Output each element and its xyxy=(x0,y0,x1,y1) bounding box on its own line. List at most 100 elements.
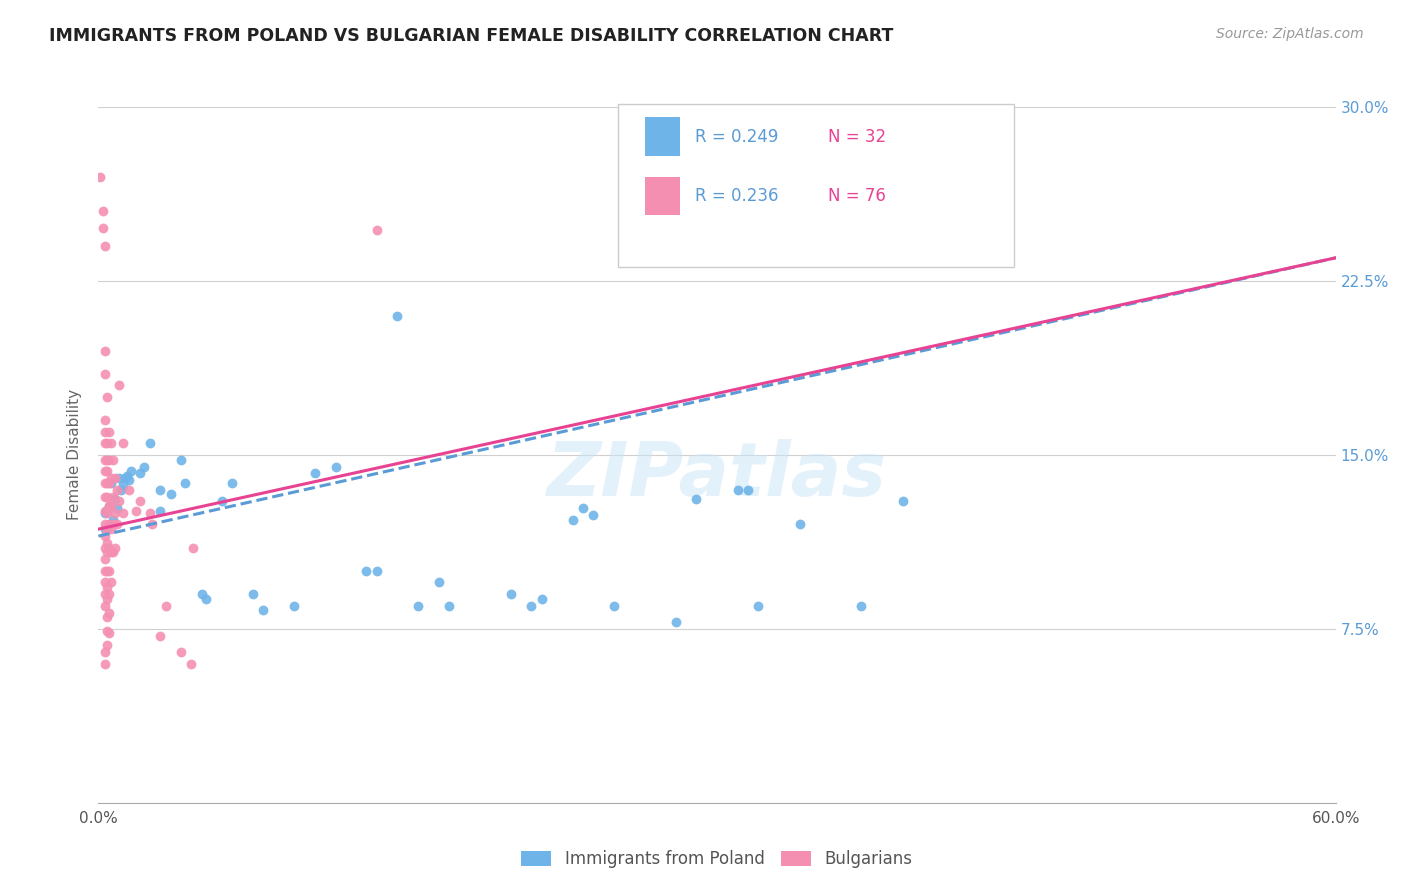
Point xyxy=(93,452,115,467)
Point xyxy=(105,501,128,516)
Point xyxy=(93,587,115,601)
Point xyxy=(101,545,124,559)
Point xyxy=(727,483,749,497)
Point xyxy=(100,575,122,590)
Point xyxy=(97,626,120,640)
Point xyxy=(139,436,162,450)
Point xyxy=(242,587,264,601)
Point xyxy=(100,436,122,450)
Point xyxy=(128,494,150,508)
Text: N = 76: N = 76 xyxy=(828,186,886,205)
Point xyxy=(93,599,115,613)
Point xyxy=(97,499,120,513)
Point xyxy=(96,536,118,550)
Point xyxy=(96,490,118,504)
Point xyxy=(190,587,212,601)
Point xyxy=(520,599,543,613)
Point xyxy=(93,529,115,543)
Point xyxy=(101,513,124,527)
Point xyxy=(665,615,688,629)
Point xyxy=(170,645,193,659)
Text: ZIPatlas: ZIPatlas xyxy=(547,439,887,512)
Point xyxy=(170,452,193,467)
Point xyxy=(96,638,118,652)
Point xyxy=(603,599,626,613)
Text: R = 0.249: R = 0.249 xyxy=(695,128,778,145)
Point xyxy=(572,501,595,516)
Point xyxy=(96,580,118,594)
Point xyxy=(737,483,759,497)
Point xyxy=(132,459,155,474)
Point xyxy=(96,464,118,478)
Point xyxy=(118,483,141,497)
Y-axis label: Female Disability: Female Disability xyxy=(67,389,83,521)
Point xyxy=(561,513,583,527)
Text: N = 32: N = 32 xyxy=(828,128,887,145)
Point xyxy=(96,475,118,490)
Point xyxy=(93,517,115,532)
Point xyxy=(91,204,114,219)
Point xyxy=(96,591,118,606)
Point xyxy=(530,591,553,606)
Point xyxy=(96,610,118,624)
Point xyxy=(117,468,139,483)
Point xyxy=(252,603,274,617)
Bar xyxy=(645,118,681,156)
Bar xyxy=(645,177,681,215)
Legend: Immigrants from Poland, Bulgarians: Immigrants from Poland, Bulgarians xyxy=(515,843,920,874)
Point xyxy=(93,645,115,659)
Point xyxy=(93,475,115,490)
Point xyxy=(105,483,128,497)
Point xyxy=(101,490,124,504)
Point xyxy=(100,471,122,485)
Point xyxy=(112,506,135,520)
Point xyxy=(93,425,115,439)
Point xyxy=(96,564,118,578)
Text: R = 0.236: R = 0.236 xyxy=(695,186,779,205)
Point xyxy=(101,452,124,467)
Point xyxy=(181,541,204,555)
Point xyxy=(93,343,115,358)
Point xyxy=(104,491,127,506)
Point xyxy=(101,517,124,532)
Point xyxy=(97,452,120,467)
Point xyxy=(93,490,115,504)
Point xyxy=(149,483,172,497)
Point xyxy=(93,564,115,578)
Point xyxy=(283,599,305,613)
Point xyxy=(104,471,127,485)
Point xyxy=(93,436,115,450)
Point xyxy=(112,478,135,492)
Point xyxy=(100,522,122,536)
Point xyxy=(851,599,873,613)
Point xyxy=(110,483,132,497)
Point xyxy=(97,517,120,532)
Point xyxy=(97,541,120,555)
Point xyxy=(366,564,388,578)
Point xyxy=(96,390,118,404)
Point xyxy=(128,467,150,481)
Point xyxy=(100,545,122,559)
Point xyxy=(97,587,120,601)
Point xyxy=(108,471,131,485)
Point xyxy=(93,657,115,671)
Point xyxy=(120,464,142,478)
Point xyxy=(582,508,605,523)
Point xyxy=(406,599,429,613)
Point xyxy=(747,599,769,613)
Point xyxy=(118,474,141,488)
Point xyxy=(97,425,120,439)
Point xyxy=(387,309,409,323)
Point xyxy=(96,522,118,536)
Point xyxy=(155,599,177,613)
Point xyxy=(180,657,202,671)
Point xyxy=(100,475,122,490)
Point xyxy=(96,436,118,450)
Point xyxy=(97,475,120,490)
Point xyxy=(96,624,118,639)
Point xyxy=(325,459,347,474)
Point xyxy=(93,506,115,520)
Point xyxy=(105,517,128,532)
Point xyxy=(97,499,120,513)
Point xyxy=(93,541,115,555)
